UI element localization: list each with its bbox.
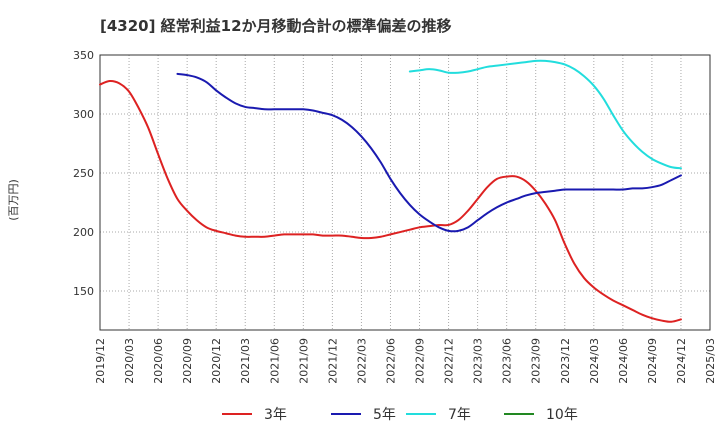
series-line-1: [99, 79, 682, 323]
x-tick-label: 2020/09: [181, 338, 194, 384]
x-tick-label: 2021/03: [239, 338, 252, 384]
series-line-3: [408, 59, 682, 170]
grid-lines: [99, 54, 711, 330]
legend-label-3: 7年: [448, 407, 471, 423]
x-tick-label: 2020/12: [210, 338, 223, 384]
x-tick-label: 2024/09: [646, 338, 659, 384]
x-tick-label: 2021/06: [268, 338, 281, 384]
legend-label-4: 10年: [546, 407, 578, 423]
y-tick-label: 250: [73, 167, 94, 180]
x-tick-label: 2021/12: [326, 338, 339, 384]
y-tick-label: 300: [73, 108, 94, 121]
x-tick-label: 2021/09: [297, 338, 310, 384]
series-layer: [99, 59, 682, 323]
series-line-2: [176, 72, 682, 233]
x-tick-label: 2022/12: [443, 338, 456, 384]
x-tick-label: 2024/06: [617, 338, 630, 384]
x-tick-label: 2020/03: [123, 338, 136, 384]
y-axis-ticks: 150 200 250 300 350: [73, 49, 94, 298]
x-tick-label: 2023/03: [472, 338, 485, 384]
x-tick-label: 2025/03: [704, 338, 717, 384]
x-tick-label: 2024/03: [588, 338, 601, 384]
y-tick-label: 200: [73, 226, 94, 239]
x-tick-label: 2020/06: [152, 338, 165, 384]
x-tick-label: 2023/12: [559, 338, 572, 384]
x-tick-label: 2019/12: [94, 338, 107, 384]
x-tick-label: 2022/09: [414, 338, 427, 384]
x-axis-ticks: 2019/12 2020/03 2020/06 2020/09 2020/12 2021/…: [94, 338, 717, 384]
x-tick-label: 2022/03: [355, 338, 368, 384]
plot-area-frame: [99, 54, 711, 331]
x-tick-label: 2023/06: [501, 338, 514, 384]
x-tick-label: 2022/06: [384, 338, 397, 384]
y-tick-label: 350: [73, 49, 94, 62]
legend-label-2: 5年: [373, 407, 396, 423]
y-axis-label: (百万円): [7, 179, 20, 221]
legend-label-1: 3年: [264, 407, 287, 423]
legend: 3年 5年 7年 10年: [222, 407, 578, 423]
chart-title: [4320] 経常利益12か月移動合計の標準偏差の推移: [100, 17, 452, 35]
x-tick-label: 2024/12: [675, 338, 688, 384]
x-tick-label: 2023/09: [530, 338, 543, 384]
y-tick-label: 150: [73, 285, 94, 298]
